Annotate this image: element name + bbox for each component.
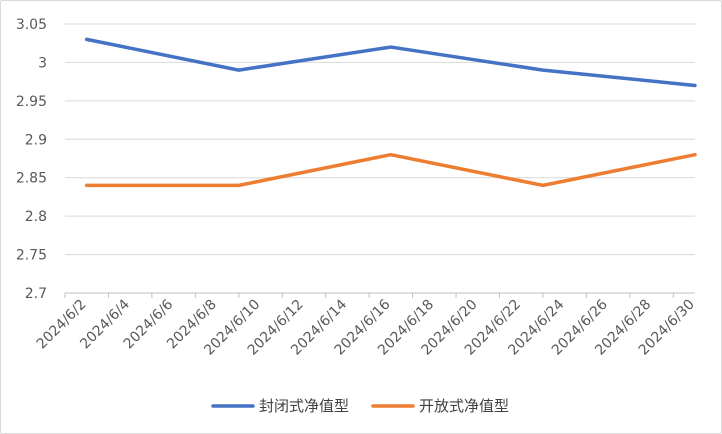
series-line-1 (84, 37, 697, 88)
legend-label: 开放式净值型 (419, 397, 509, 415)
y-tick-label: 3 (38, 55, 47, 71)
y-tick-label: 2.85 (16, 171, 47, 187)
y-tick-label: 2.8 (25, 209, 47, 225)
legend: 封闭式净值型 开放式净值型 (211, 397, 509, 415)
legend-label: 封闭式净值型 (259, 397, 349, 415)
gridlines (65, 23, 695, 256)
x-axis (64, 292, 695, 298)
y-tick-label: 3.05 (16, 17, 47, 33)
series-line-2 (84, 152, 697, 188)
x-axis-labels: 2024/6/22024/6/42024/6/62024/6/82024/6/1… (34, 296, 698, 358)
y-tick-label: 2.95 (16, 94, 47, 110)
y-axis-labels: 2.7 2.75 2.8 2.85 2.9 2.95 3 3.05 (16, 17, 47, 302)
series-lines (84, 37, 697, 188)
y-tick-label: 2.9 (25, 132, 47, 148)
y-tick-label: 2.7 (25, 286, 47, 302)
y-tick-label: 2.75 (16, 248, 47, 264)
